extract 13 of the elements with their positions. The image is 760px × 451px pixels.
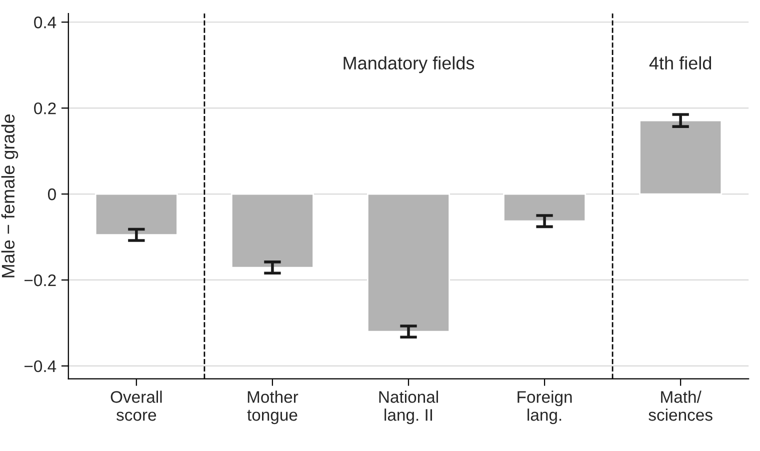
y-tick-label: −0.2 [24, 274, 56, 286]
y-axis-title: Male − female grade [1, 114, 18, 278]
y-tick-label: 0 [48, 188, 56, 200]
x-tick-label: National lang. II [379, 390, 438, 424]
annotation: Mandatory fields [344, 56, 474, 74]
y-tick-label: 0.2 [34, 102, 56, 114]
y-tick-label: −0.4 [24, 360, 56, 372]
x-tick-label: Foreign lang. [518, 390, 572, 424]
y-tick-label: 0.4 [34, 16, 56, 28]
x-tick-label: Math/ sciences [648, 390, 712, 421]
annotation: 4th field [649, 56, 712, 70]
x-tick-label: Mother tongue [247, 390, 298, 424]
x-tick-label: Overall score [110, 390, 162, 421]
